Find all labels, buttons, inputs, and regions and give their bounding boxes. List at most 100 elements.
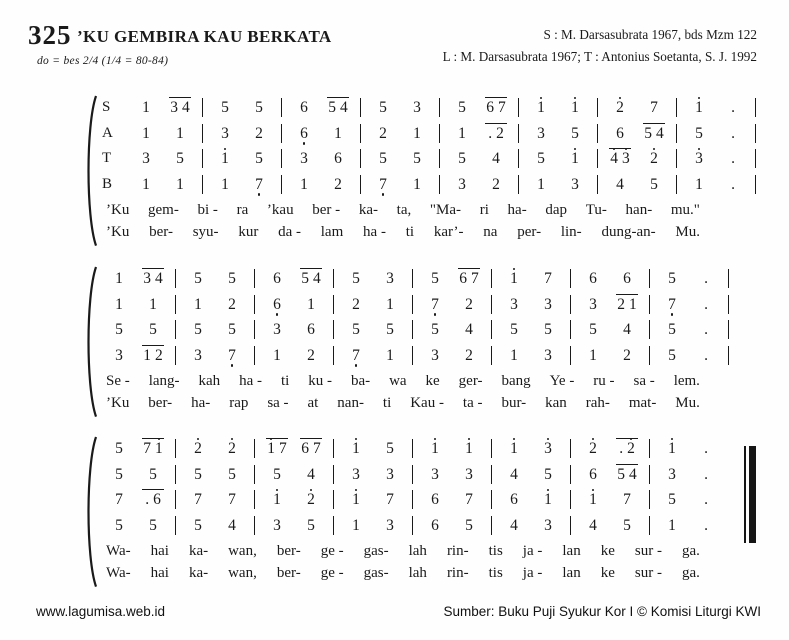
- note: 3: [544, 346, 552, 364]
- syllable: gas-: [363, 565, 389, 582]
- note: 6: [589, 465, 597, 483]
- duration-dot: .: [731, 124, 735, 142]
- note-beat: 1: [497, 436, 531, 462]
- lyrics-block: Wa-hai ka-wan, ber-ge - gas-lah rin-tis ja - l…: [102, 543, 723, 588]
- syllable: ba-: [350, 373, 371, 389]
- note-beat: 1: [400, 121, 434, 147]
- note: 6: [300, 124, 308, 144]
- note-beat: 2: [242, 121, 276, 147]
- barline: [565, 462, 576, 488]
- barline: [197, 121, 208, 147]
- note: 5: [307, 516, 315, 534]
- note: 1: [115, 295, 123, 313]
- syllable: bur-: [501, 395, 527, 412]
- barline: [723, 343, 734, 369]
- note-beat: 6: [260, 266, 294, 292]
- note: 2: [617, 295, 625, 313]
- note: 4: [340, 99, 348, 116]
- note-beat: 3: [181, 343, 215, 369]
- barline: [434, 172, 445, 198]
- note-beat: 5: [102, 436, 136, 462]
- note-beat: 3: [260, 317, 294, 343]
- note: 5: [149, 465, 157, 483]
- barline: [486, 487, 497, 513]
- syllable: ’Ku: [106, 202, 130, 218]
- note-beat: 5: [366, 95, 400, 121]
- syllable: kur: [238, 224, 259, 241]
- barline: [565, 513, 576, 539]
- note: 5: [379, 99, 387, 116]
- note: 6: [273, 270, 281, 287]
- credit-melody: S : M. Darsasubrata 1967, bds Mzm 122: [543, 27, 757, 42]
- note: 4: [182, 99, 190, 116]
- note-beat: 3: [418, 343, 452, 369]
- lyrics-block: Se - lang-kah ha - ti ku - ba-wa ke ger-bang Ye …: [102, 373, 734, 418]
- note-beat: .: [716, 95, 750, 121]
- note: 4: [629, 465, 637, 483]
- note-beat: 2: [321, 172, 355, 198]
- syllable: lang-: [148, 373, 180, 389]
- syllable: wan,: [228, 565, 257, 582]
- note: 5: [176, 150, 184, 167]
- syllable: lah: [408, 565, 427, 582]
- note-beat: 5: [682, 121, 716, 147]
- barline: [249, 317, 260, 343]
- note: 1: [142, 99, 150, 116]
- note-beat: 1: [339, 513, 373, 539]
- note-beat: 4: [497, 462, 531, 488]
- syllable: lem.: [673, 373, 700, 389]
- note-beat: 1: [260, 343, 294, 369]
- note-beat: 1: [163, 121, 197, 147]
- tempo-marking: do = bes 2/4 (1/4 = 80-84): [37, 55, 169, 67]
- note: 1: [334, 124, 342, 142]
- note-beat: 6: [418, 513, 452, 539]
- note: 1: [352, 516, 360, 534]
- note-beat: .2: [610, 436, 644, 462]
- note-beat: 1: [136, 292, 170, 318]
- note-beat: 3: [260, 513, 294, 539]
- note: 5: [301, 270, 309, 287]
- note: 5: [537, 150, 545, 167]
- syllable: tis: [488, 543, 503, 559]
- barline: [407, 343, 418, 369]
- duration-dot: .: [145, 491, 150, 508]
- syllable: han-: [625, 202, 653, 218]
- syllable: ti: [280, 373, 290, 389]
- note: 7: [255, 175, 263, 195]
- note: 5: [194, 516, 202, 534]
- syllable: gem-: [148, 202, 179, 218]
- note-beat: 4: [294, 462, 328, 488]
- lyrics-block: ’Ku gem-bi - ra ’kau ber - ka-ta, "Ma-ri ha-dap…: [102, 202, 761, 247]
- syllable: ka-: [188, 543, 209, 559]
- barline: [486, 436, 497, 462]
- note: 6: [300, 99, 308, 116]
- note-beat: 7: [373, 487, 407, 513]
- note: 7: [228, 491, 236, 508]
- note: 3: [273, 516, 281, 534]
- song-title: ’KU GEMBIRA KAU BERKATA: [77, 27, 332, 46]
- note: 1: [695, 96, 703, 116]
- syllable: Tu-: [585, 202, 607, 218]
- note: 3: [413, 99, 421, 116]
- note: 1: [465, 437, 473, 457]
- note: 7: [623, 491, 631, 508]
- syllable: at: [307, 395, 319, 412]
- notation-row: 5 5 5 5 3 6 5 5 5 4 5 5 5 4 5.: [102, 317, 734, 343]
- footer-url: www.lagumisa.web.id: [36, 604, 166, 619]
- note-beat: 7: [181, 487, 215, 513]
- duration-dot: .: [704, 516, 708, 534]
- syllable: per-: [517, 224, 542, 241]
- note: 5: [431, 321, 439, 338]
- note: 7: [498, 99, 506, 116]
- syllable: Se -: [106, 373, 130, 389]
- syllable: ku -: [308, 373, 333, 389]
- note-beat: 5: [181, 462, 215, 488]
- note: 5: [413, 150, 421, 167]
- note: 5: [386, 321, 394, 338]
- note-beat: 1: [129, 121, 163, 147]
